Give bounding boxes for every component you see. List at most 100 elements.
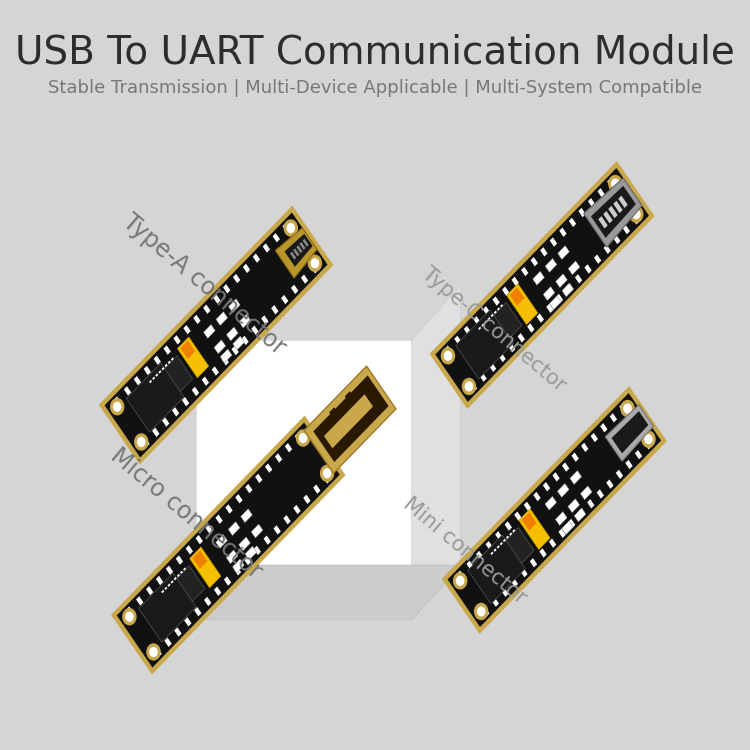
Polygon shape	[468, 535, 525, 604]
Polygon shape	[262, 243, 270, 253]
Circle shape	[642, 431, 655, 447]
Polygon shape	[299, 242, 305, 250]
Polygon shape	[253, 254, 260, 262]
Circle shape	[323, 469, 331, 478]
Polygon shape	[155, 374, 158, 376]
Polygon shape	[509, 287, 524, 306]
Polygon shape	[152, 427, 160, 437]
Polygon shape	[232, 559, 244, 573]
Polygon shape	[562, 462, 569, 472]
Polygon shape	[224, 576, 231, 586]
Circle shape	[444, 352, 452, 360]
Polygon shape	[275, 453, 282, 463]
Polygon shape	[608, 206, 618, 218]
Circle shape	[147, 644, 160, 660]
Circle shape	[612, 179, 619, 188]
Polygon shape	[164, 346, 171, 355]
Polygon shape	[568, 261, 580, 274]
Polygon shape	[241, 509, 253, 523]
Polygon shape	[507, 284, 538, 325]
Polygon shape	[616, 470, 623, 479]
Polygon shape	[524, 502, 531, 511]
Polygon shape	[539, 548, 547, 558]
Polygon shape	[442, 386, 667, 634]
Polygon shape	[490, 314, 494, 317]
Polygon shape	[519, 509, 550, 550]
Polygon shape	[245, 546, 256, 560]
Polygon shape	[254, 546, 261, 555]
Polygon shape	[213, 294, 220, 304]
Polygon shape	[620, 404, 626, 412]
Circle shape	[299, 433, 307, 442]
Polygon shape	[134, 376, 141, 386]
Polygon shape	[550, 296, 561, 310]
Polygon shape	[591, 433, 598, 442]
Polygon shape	[607, 178, 614, 188]
Polygon shape	[162, 417, 170, 427]
Polygon shape	[603, 211, 613, 224]
Polygon shape	[448, 393, 662, 627]
Polygon shape	[594, 254, 602, 264]
Polygon shape	[174, 627, 182, 637]
Polygon shape	[168, 361, 171, 364]
Polygon shape	[568, 217, 576, 227]
Polygon shape	[492, 598, 499, 607]
Polygon shape	[285, 443, 292, 452]
Polygon shape	[261, 315, 268, 325]
Polygon shape	[136, 596, 143, 605]
Polygon shape	[186, 545, 193, 554]
Polygon shape	[183, 567, 186, 571]
Polygon shape	[202, 376, 209, 386]
Polygon shape	[180, 571, 183, 574]
Polygon shape	[190, 547, 220, 588]
Polygon shape	[489, 362, 496, 372]
Polygon shape	[435, 168, 649, 402]
Polygon shape	[600, 423, 608, 433]
Polygon shape	[284, 515, 291, 524]
Polygon shape	[251, 524, 263, 538]
Polygon shape	[111, 416, 346, 674]
Polygon shape	[196, 565, 460, 620]
Polygon shape	[204, 597, 212, 606]
Polygon shape	[275, 228, 317, 278]
Polygon shape	[295, 433, 302, 442]
Polygon shape	[482, 608, 490, 616]
Polygon shape	[156, 576, 164, 585]
Circle shape	[126, 612, 133, 621]
Polygon shape	[499, 352, 506, 362]
Polygon shape	[531, 257, 538, 266]
Polygon shape	[178, 337, 209, 378]
Circle shape	[150, 647, 157, 656]
Circle shape	[621, 400, 634, 416]
Polygon shape	[239, 314, 250, 328]
Circle shape	[454, 573, 466, 589]
Polygon shape	[580, 486, 592, 500]
Polygon shape	[214, 340, 226, 354]
Polygon shape	[584, 264, 592, 274]
Polygon shape	[203, 325, 215, 338]
Polygon shape	[245, 484, 253, 494]
Polygon shape	[203, 304, 211, 314]
Polygon shape	[251, 326, 259, 334]
Polygon shape	[171, 357, 174, 361]
Polygon shape	[182, 397, 189, 406]
Polygon shape	[605, 405, 653, 461]
Polygon shape	[626, 460, 633, 470]
Polygon shape	[216, 535, 227, 548]
Polygon shape	[610, 413, 617, 422]
Circle shape	[465, 382, 472, 391]
Polygon shape	[527, 323, 535, 333]
Polygon shape	[559, 529, 566, 538]
Polygon shape	[556, 512, 567, 526]
Polygon shape	[184, 617, 191, 626]
Polygon shape	[457, 571, 464, 580]
Polygon shape	[193, 550, 208, 569]
Circle shape	[308, 255, 322, 272]
Polygon shape	[456, 310, 513, 379]
Polygon shape	[635, 450, 642, 459]
Polygon shape	[148, 356, 193, 407]
Polygon shape	[232, 336, 244, 350]
Polygon shape	[533, 492, 541, 501]
Circle shape	[296, 430, 310, 446]
Circle shape	[478, 607, 484, 616]
